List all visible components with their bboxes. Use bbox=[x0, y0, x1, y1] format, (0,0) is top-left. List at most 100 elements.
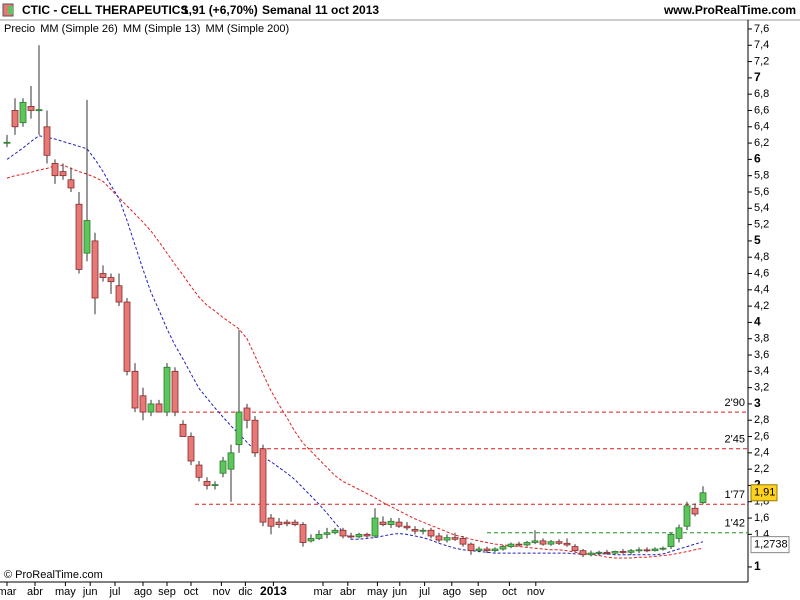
x-tick-label: mar bbox=[314, 586, 333, 598]
y-tick-label: 3,4 bbox=[754, 365, 769, 377]
y-tick-label: 7,4 bbox=[754, 39, 769, 51]
candle-body bbox=[443, 537, 451, 541]
candle-body bbox=[219, 460, 227, 474]
x-tick-label: jun bbox=[82, 586, 98, 598]
y-tick-label: 6,2 bbox=[754, 137, 769, 149]
candle-body bbox=[155, 403, 163, 413]
source: www.ProRealTime.com bbox=[663, 3, 796, 17]
candle-body bbox=[195, 464, 203, 478]
candle-body bbox=[171, 370, 179, 413]
level-label: 1'42 bbox=[725, 518, 745, 530]
y-tick-label: 4,8 bbox=[754, 251, 769, 263]
x-tick-label: may bbox=[55, 586, 76, 598]
x-tick-label: jun bbox=[391, 586, 407, 598]
candle-body bbox=[659, 547, 667, 550]
candle-body bbox=[275, 521, 283, 525]
candle-body bbox=[459, 538, 467, 545]
candle-body bbox=[43, 126, 51, 156]
y-tick-label: 1 bbox=[754, 559, 761, 573]
y-tick-label: 6,6 bbox=[754, 104, 769, 116]
x-tick-label: oct bbox=[184, 586, 199, 598]
last-price-tag bbox=[750, 484, 778, 502]
y-tick-label: 2,6 bbox=[754, 430, 769, 442]
candle-body bbox=[227, 452, 235, 470]
x-tick-label: mar bbox=[0, 586, 17, 598]
y-tick-label: 5,8 bbox=[754, 170, 769, 182]
candle-body bbox=[403, 525, 411, 529]
logo-icon-part bbox=[8, 6, 13, 14]
candle-body bbox=[75, 203, 83, 270]
legend-entry: Precio bbox=[4, 23, 35, 35]
candle-body bbox=[323, 532, 331, 535]
x-tick-label: nov bbox=[527, 586, 545, 598]
candle-body bbox=[27, 106, 35, 111]
candle-body bbox=[67, 179, 75, 189]
candle-body bbox=[203, 480, 211, 486]
y-tick-label: 6,4 bbox=[754, 121, 769, 133]
candle-body bbox=[259, 448, 267, 523]
candle-body bbox=[99, 273, 107, 278]
candle-body bbox=[435, 535, 443, 541]
candle-body bbox=[411, 529, 419, 532]
y-tick-label: 3,2 bbox=[754, 382, 769, 394]
candle-body bbox=[499, 546, 507, 550]
x-tick-label: nov bbox=[213, 586, 231, 598]
candle-body bbox=[347, 535, 355, 538]
candle-body bbox=[611, 551, 619, 554]
candle-body bbox=[427, 529, 435, 537]
candle-body bbox=[523, 542, 531, 546]
candle-body bbox=[107, 277, 115, 283]
candle-body bbox=[467, 543, 475, 552]
candle-body bbox=[379, 521, 387, 525]
y-tick-label: 3,8 bbox=[754, 333, 769, 345]
candle-body bbox=[515, 543, 523, 546]
x-tick-label: jul bbox=[418, 586, 430, 598]
candle-body bbox=[675, 527, 683, 539]
candle-body bbox=[627, 550, 635, 553]
y-tick-label: 1,6 bbox=[754, 512, 769, 524]
legend-entry: MM (Simple 26) bbox=[40, 23, 118, 35]
candle-body bbox=[163, 366, 171, 413]
y-tick-label: 7 bbox=[754, 70, 761, 84]
y-tick-label: 6 bbox=[754, 152, 761, 166]
candle-body bbox=[475, 548, 483, 552]
x-tick-label: sep bbox=[158, 586, 176, 598]
x-tick-label: 2013 bbox=[260, 584, 287, 598]
candle-body bbox=[339, 529, 347, 537]
y-tick-label: 4 bbox=[754, 315, 761, 329]
candle-body bbox=[371, 517, 379, 537]
candle-body bbox=[291, 521, 299, 525]
candle-body bbox=[635, 549, 643, 552]
x-tick-label: abr bbox=[340, 586, 356, 598]
legend-entry: MM (Simple 13) bbox=[123, 23, 201, 35]
y-tick-label: 6,8 bbox=[754, 88, 769, 100]
candle-body bbox=[59, 171, 67, 177]
candle-body bbox=[491, 548, 499, 552]
candle-body bbox=[363, 533, 371, 537]
candle-body bbox=[691, 507, 699, 515]
x-tick-label: sep bbox=[469, 586, 487, 598]
y-tick-label: 4,4 bbox=[754, 284, 769, 296]
candle-body bbox=[667, 533, 675, 547]
candle-body bbox=[563, 542, 571, 546]
candle-body bbox=[595, 551, 603, 554]
candle-body bbox=[179, 423, 187, 437]
candle-body bbox=[35, 109, 43, 112]
candle-body bbox=[147, 403, 155, 413]
x-tick-label: oct bbox=[502, 586, 517, 598]
y-tick-label: 4,6 bbox=[754, 267, 769, 279]
candle-body bbox=[267, 517, 275, 527]
candle-body bbox=[555, 541, 563, 544]
level-label: 2'90 bbox=[725, 397, 745, 409]
candle-body bbox=[187, 436, 195, 462]
y-tick-label: 3 bbox=[754, 396, 761, 410]
y-tick-label: 7,2 bbox=[754, 55, 769, 67]
chart-title: CTIC - CELL THERAPEUTICS bbox=[22, 3, 188, 17]
y-tick-label: 7,6 bbox=[754, 23, 769, 35]
legend-entry: MM (Simple 200) bbox=[205, 23, 289, 35]
candle-body bbox=[387, 520, 395, 525]
candle-body bbox=[115, 285, 123, 303]
candle-body bbox=[315, 533, 323, 539]
moving-average bbox=[6, 135, 704, 556]
candle-body bbox=[531, 540, 539, 543]
